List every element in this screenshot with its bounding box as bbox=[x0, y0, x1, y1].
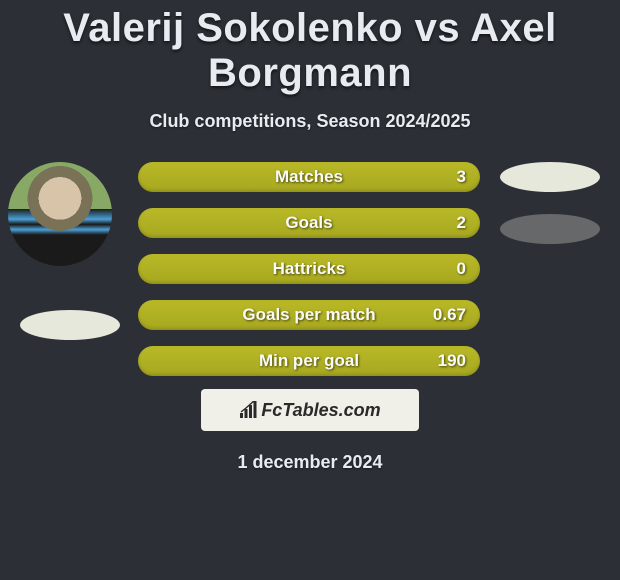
stat-label: Hattricks bbox=[273, 259, 346, 279]
player-left-oval bbox=[20, 310, 120, 340]
player-right-oval-2 bbox=[500, 214, 600, 244]
brand-text: FcTables.com bbox=[261, 400, 380, 421]
stat-bar: Goals per match 0.67 bbox=[138, 300, 480, 330]
stat-bar: Hattricks 0 bbox=[138, 254, 480, 284]
brand-badge: FcTables.com bbox=[201, 389, 419, 431]
stat-label: Goals per match bbox=[242, 305, 375, 325]
player-right-oval-1 bbox=[500, 162, 600, 192]
stat-bar: Min per goal 190 bbox=[138, 346, 480, 376]
stat-value: 0.67 bbox=[433, 305, 466, 325]
date-label: 1 december 2024 bbox=[237, 452, 382, 473]
stat-value: 0 bbox=[457, 259, 466, 279]
stat-value: 2 bbox=[457, 213, 466, 233]
stat-bar: Matches 3 bbox=[138, 162, 480, 192]
stat-bar: Goals 2 bbox=[138, 208, 480, 238]
chart-icon bbox=[239, 401, 259, 419]
stat-label: Goals bbox=[285, 213, 332, 233]
page-subtitle: Club competitions, Season 2024/2025 bbox=[0, 111, 620, 132]
stats-panel: Matches 3 Goals 2 Hattricks 0 Goals per … bbox=[0, 162, 620, 512]
stat-value: 3 bbox=[457, 167, 466, 187]
stat-label: Matches bbox=[275, 167, 343, 187]
stat-label: Min per goal bbox=[259, 351, 359, 371]
player-left-avatar bbox=[8, 162, 112, 266]
stat-value: 190 bbox=[438, 351, 466, 371]
stat-bars: Matches 3 Goals 2 Hattricks 0 Goals per … bbox=[138, 162, 480, 392]
page-title: Valerij Sokolenko vs Axel Borgmann bbox=[0, 0, 620, 96]
